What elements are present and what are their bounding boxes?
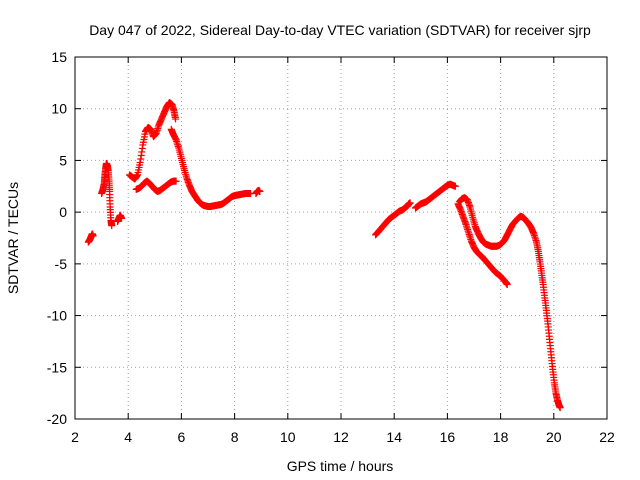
x-tick-label: 2 xyxy=(71,429,79,445)
plot-frame xyxy=(74,56,608,420)
x-tick-label: 12 xyxy=(333,429,349,445)
x-tick-label: 22 xyxy=(599,429,615,445)
grid-lines xyxy=(75,57,607,419)
x-axis-label: GPS time / hours xyxy=(287,458,394,474)
data-point xyxy=(556,404,564,412)
x-tick-label: 8 xyxy=(231,429,239,445)
axis-ticks: 2 4 6 8 10 12 14 16 18 20 22 -20 -15 -10 -5 0 5 10 15 xyxy=(47,49,615,445)
y-tick-label: 5 xyxy=(59,152,67,168)
data-point xyxy=(256,187,264,195)
data-point xyxy=(172,115,180,123)
y-tick-label: 10 xyxy=(51,101,67,117)
y-tick-label: -20 xyxy=(47,411,67,427)
x-tick-label: 6 xyxy=(178,429,186,445)
data-point xyxy=(89,232,97,240)
x-tick-label: 16 xyxy=(440,429,456,445)
data-point xyxy=(503,281,511,289)
x-tick-label: 18 xyxy=(493,429,509,445)
data-point xyxy=(118,214,126,222)
x-tick-label: 4 xyxy=(124,429,132,445)
data-points xyxy=(84,99,564,412)
y-tick-label: 15 xyxy=(51,49,67,65)
data-point xyxy=(406,199,414,207)
x-tick-label: 14 xyxy=(386,429,402,445)
data-point xyxy=(451,182,459,190)
y-axis-label: SDTVAR / TECUs xyxy=(5,182,21,294)
data-point xyxy=(108,222,116,230)
data-point xyxy=(172,177,180,185)
y-tick-label: -10 xyxy=(47,308,67,324)
y-tick-label: 0 xyxy=(59,204,67,220)
y-tick-label: -15 xyxy=(47,359,67,375)
y-tick-label: -5 xyxy=(55,256,68,272)
x-tick-label: 20 xyxy=(546,429,562,445)
x-tick-label: 10 xyxy=(280,429,296,445)
chart-title: Day 047 of 2022, Sidereal Day-to-day VTE… xyxy=(89,22,591,38)
